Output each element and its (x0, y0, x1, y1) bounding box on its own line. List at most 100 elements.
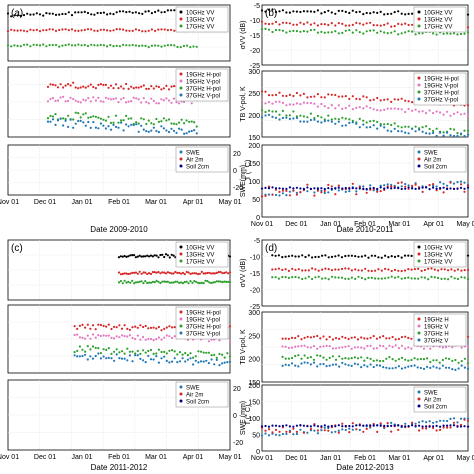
panel-d-backscatter-point (330, 255, 334, 258)
panel-b-backscatter-point (260, 9, 264, 12)
panel-c-brightness-point (81, 336, 84, 339)
panel-d-backscatter-point (277, 277, 280, 280)
panel-b-brightness-point (309, 112, 312, 115)
panel-b-brightness-point (365, 96, 368, 99)
panel-d-swe-point (383, 424, 386, 427)
panel-d-brightness-point (294, 354, 297, 358)
panel-b-swe-point (285, 194, 288, 197)
panel-a-brightness-point (195, 132, 198, 135)
panel-b-brightness-point (411, 109, 414, 112)
panel-d-backscatter-point (340, 256, 344, 259)
panel-b-backscatter-point (365, 11, 368, 15)
panel-b-brightness-point (281, 94, 284, 97)
panel-b-brightness-point (264, 110, 267, 114)
panel-d-brightness-point (360, 356, 363, 359)
panel-a-brightness-point (185, 132, 188, 135)
panel-a-brightness-point (172, 129, 176, 132)
panel-c-backscatter-point (121, 255, 124, 258)
panel-b-brightness-point (281, 116, 284, 120)
panel-d-brightness-point (372, 335, 375, 338)
panel-d-xtick-label: Nov 01 (251, 455, 273, 462)
panel-d-brightness-point (391, 335, 394, 339)
panel-a-backscatter-point (131, 43, 134, 47)
panel-d-swe-point (442, 419, 445, 422)
panel-c-backscatter-point (189, 272, 192, 275)
panel-a-brightness-point (137, 122, 140, 125)
panel-c-brightness-point (149, 337, 153, 341)
panel-b-brightness-point (407, 107, 410, 111)
panel-b-brightness-point (358, 98, 361, 101)
panel-d-backscatter-point (377, 256, 380, 259)
panel-a-brightness-point (92, 121, 95, 124)
panel-c-backscatter-point (172, 272, 175, 275)
panel-b-brightness-point (309, 101, 312, 105)
panel-b-swe-ylabel: SWE(mm) (240, 165, 247, 197)
panel-d-swe-point (362, 430, 365, 433)
panel-d-brightness-point (353, 362, 356, 365)
panel-d-brightness-point (460, 364, 463, 367)
panel-b-backscatter-point (330, 11, 333, 14)
panel-c-backscatter-point (129, 272, 132, 275)
panel-a-brightness-point (157, 102, 160, 105)
panel-c-brightness-point (218, 352, 221, 356)
panel-b-brightness-point (278, 100, 281, 103)
panel-a-xtick-label: Jan 01 (71, 199, 92, 206)
panel-c-brightness-point (215, 358, 218, 361)
panel-b-swe-point (355, 190, 358, 193)
panel-d-backscatter-point (344, 254, 347, 258)
panel-a-backscatter-point (147, 29, 150, 32)
panel-b-swe-point (344, 186, 347, 190)
panel-b-brightness-point (400, 108, 403, 111)
panel-d-brightness-point (388, 356, 391, 359)
panel-b-brightness-point (418, 110, 421, 113)
panel-b-swe-point (348, 190, 351, 193)
panel-a-brightness-point (114, 125, 118, 128)
panel-a-brightness-point (160, 120, 163, 123)
panel-a-brightness-point (94, 115, 97, 118)
panel-d-swe-legend-label: SWE (424, 391, 438, 397)
panel-c-backscatter-point (176, 280, 179, 283)
panel-d-backscatter-point (407, 276, 410, 279)
panel-d-backscatter-point (321, 254, 324, 257)
panel-b-brightness-point (397, 107, 400, 110)
panel-b-swe-point (351, 182, 354, 185)
panel-a-brightness-point (120, 121, 123, 124)
panel-c-brightness-point (91, 357, 95, 360)
panel-d-swe-point (452, 421, 456, 424)
panel-d-swe-legend-marker (417, 390, 421, 394)
panel-d-brightness-point (385, 366, 388, 369)
panel-a-backscatter-point (51, 43, 54, 47)
panel-c-backscatter-point (170, 281, 173, 284)
panel-b-brightness-ytick-label: 150 (248, 135, 260, 142)
panel-d-backscatter-point (350, 276, 353, 279)
panel-b-swe-point (299, 191, 302, 194)
panel-c-backscatter-point (210, 281, 213, 285)
panel-b-backscatter-point (309, 29, 312, 32)
panel-c-brightness-legend-marker (179, 324, 183, 328)
panel-a-brightness-point (69, 118, 72, 121)
panel-a-backscatter-point (16, 29, 19, 32)
panel-c-brightness-point (99, 323, 102, 327)
panel-d-swe-point (313, 429, 316, 432)
panel-d-swe-point (442, 426, 445, 429)
panel-b-brightness-point (344, 124, 347, 127)
panel-c-brightness-point (142, 349, 145, 352)
panel-c-brightness-point (207, 351, 210, 354)
panel-c-backscatter-point (185, 280, 188, 283)
panel-a-brightness-point (135, 123, 138, 126)
panel-a-backscatter-point (22, 29, 26, 32)
panel-d-brightness-point (341, 357, 344, 360)
panel-d-brightness-point (422, 358, 426, 361)
panel-c-backscatter-point (131, 254, 134, 257)
panel-d-backscatter-point (413, 268, 416, 271)
panel-a-backscatter-point (138, 12, 141, 15)
panel-a-backscatter-point (51, 28, 54, 31)
panel-b-brightness-point (281, 101, 284, 104)
panel-d-brightness-point (309, 356, 312, 359)
panel-b-backscatter-point (459, 32, 463, 36)
panel-b-backscatter-point (264, 27, 267, 30)
panel-a-backscatter-point (99, 43, 102, 47)
panel-b-xtick-label: Feb 01 (354, 221, 376, 228)
panel-b-brightness-point (435, 110, 438, 113)
panel-a-brightness-point (150, 129, 153, 132)
